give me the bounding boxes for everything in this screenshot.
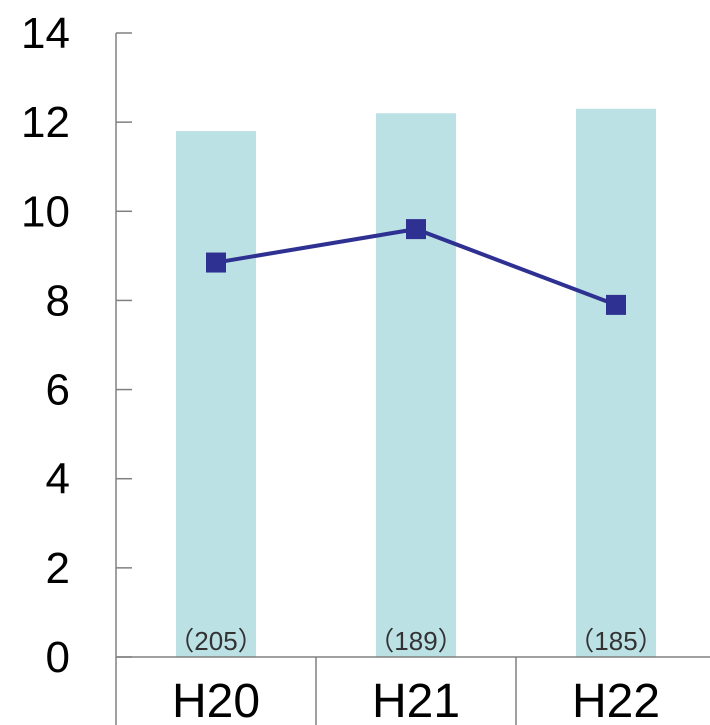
x-tick-label: H22 (572, 675, 660, 725)
bars-layer (176, 108, 656, 658)
line-point-H20 (206, 252, 226, 273)
bar-H22 (576, 108, 656, 658)
line-layer (206, 219, 626, 315)
bar-count-label: （185） (568, 626, 663, 656)
x-tick-label: H21 (372, 675, 460, 725)
y-tick-label: 14 (21, 9, 70, 58)
bar-H21 (376, 113, 456, 657)
y-tick-label: 0 (46, 633, 70, 682)
bar-count-label: （189） (368, 626, 463, 656)
axes-layer: 0 2 4 6 8 10 12 14 (21, 9, 710, 725)
y-tick-label: 10 (21, 187, 70, 236)
bar-H20 (176, 131, 256, 658)
y-tick-label: 2 (46, 544, 70, 593)
x-tick-label: H20 (172, 675, 260, 725)
line-point-H21 (406, 219, 426, 240)
y-tick-label: 8 (46, 276, 70, 325)
y-tick-label: 12 (21, 98, 70, 147)
line-point-H22 (606, 294, 626, 315)
y-tick-label: 4 (46, 455, 70, 504)
y-tick-label: 6 (46, 366, 70, 415)
bar-count-label: （205） (168, 626, 263, 656)
labels-layer: H20 H21 H22 （205） （189） （185） (168, 626, 663, 725)
